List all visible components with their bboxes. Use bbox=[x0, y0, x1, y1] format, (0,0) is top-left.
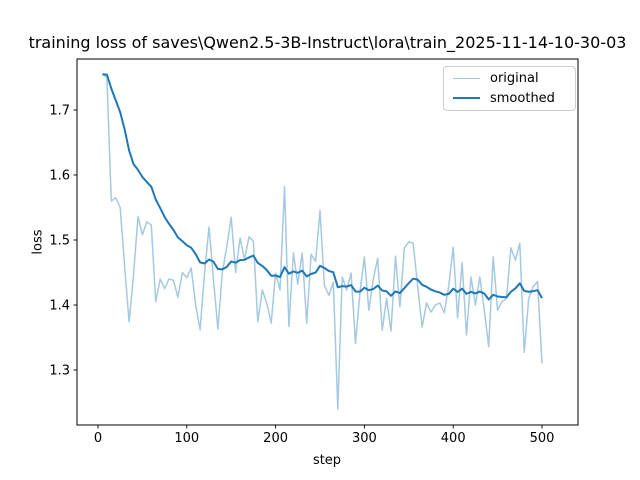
y-tick-label: 1.4 bbox=[49, 299, 70, 314]
legend-label-smoothed: smoothed bbox=[490, 90, 555, 106]
smoothed-line-swatch bbox=[453, 97, 480, 100]
x-tick-label: 400 bbox=[441, 431, 466, 446]
chart-title: training loss of saves\Qwen2.5-3B-Instru… bbox=[28, 33, 627, 52]
axis-ticks: 0 100 200 300 400 500 1.3 1.4 1.5 1.6 1.7 bbox=[49, 104, 554, 447]
y-tick-label: 1.3 bbox=[49, 364, 70, 379]
legend-entry-smoothed: smoothed bbox=[453, 89, 566, 108]
x-tick-label: 300 bbox=[352, 431, 377, 446]
legend-entry-original: original bbox=[453, 69, 566, 88]
y-tick-label: 1.5 bbox=[49, 234, 70, 249]
original-line-swatch bbox=[453, 78, 480, 80]
x-tick-label: 500 bbox=[530, 431, 555, 446]
original-loss-line bbox=[101, 73, 543, 410]
smoothed-loss-line bbox=[102, 73, 543, 301]
series-lines bbox=[101, 73, 543, 410]
legend: original smoothed bbox=[443, 66, 576, 111]
x-axis-label: step bbox=[312, 453, 342, 468]
axes-frame bbox=[76, 58, 579, 426]
legend-label-original: original bbox=[490, 71, 539, 87]
y-tick-label: 1.7 bbox=[49, 104, 70, 119]
x-tick-label: 200 bbox=[263, 431, 288, 446]
x-tick-label: 0 bbox=[94, 431, 102, 446]
x-tick-label: 100 bbox=[174, 431, 199, 446]
y-tick-label: 1.6 bbox=[49, 169, 70, 184]
